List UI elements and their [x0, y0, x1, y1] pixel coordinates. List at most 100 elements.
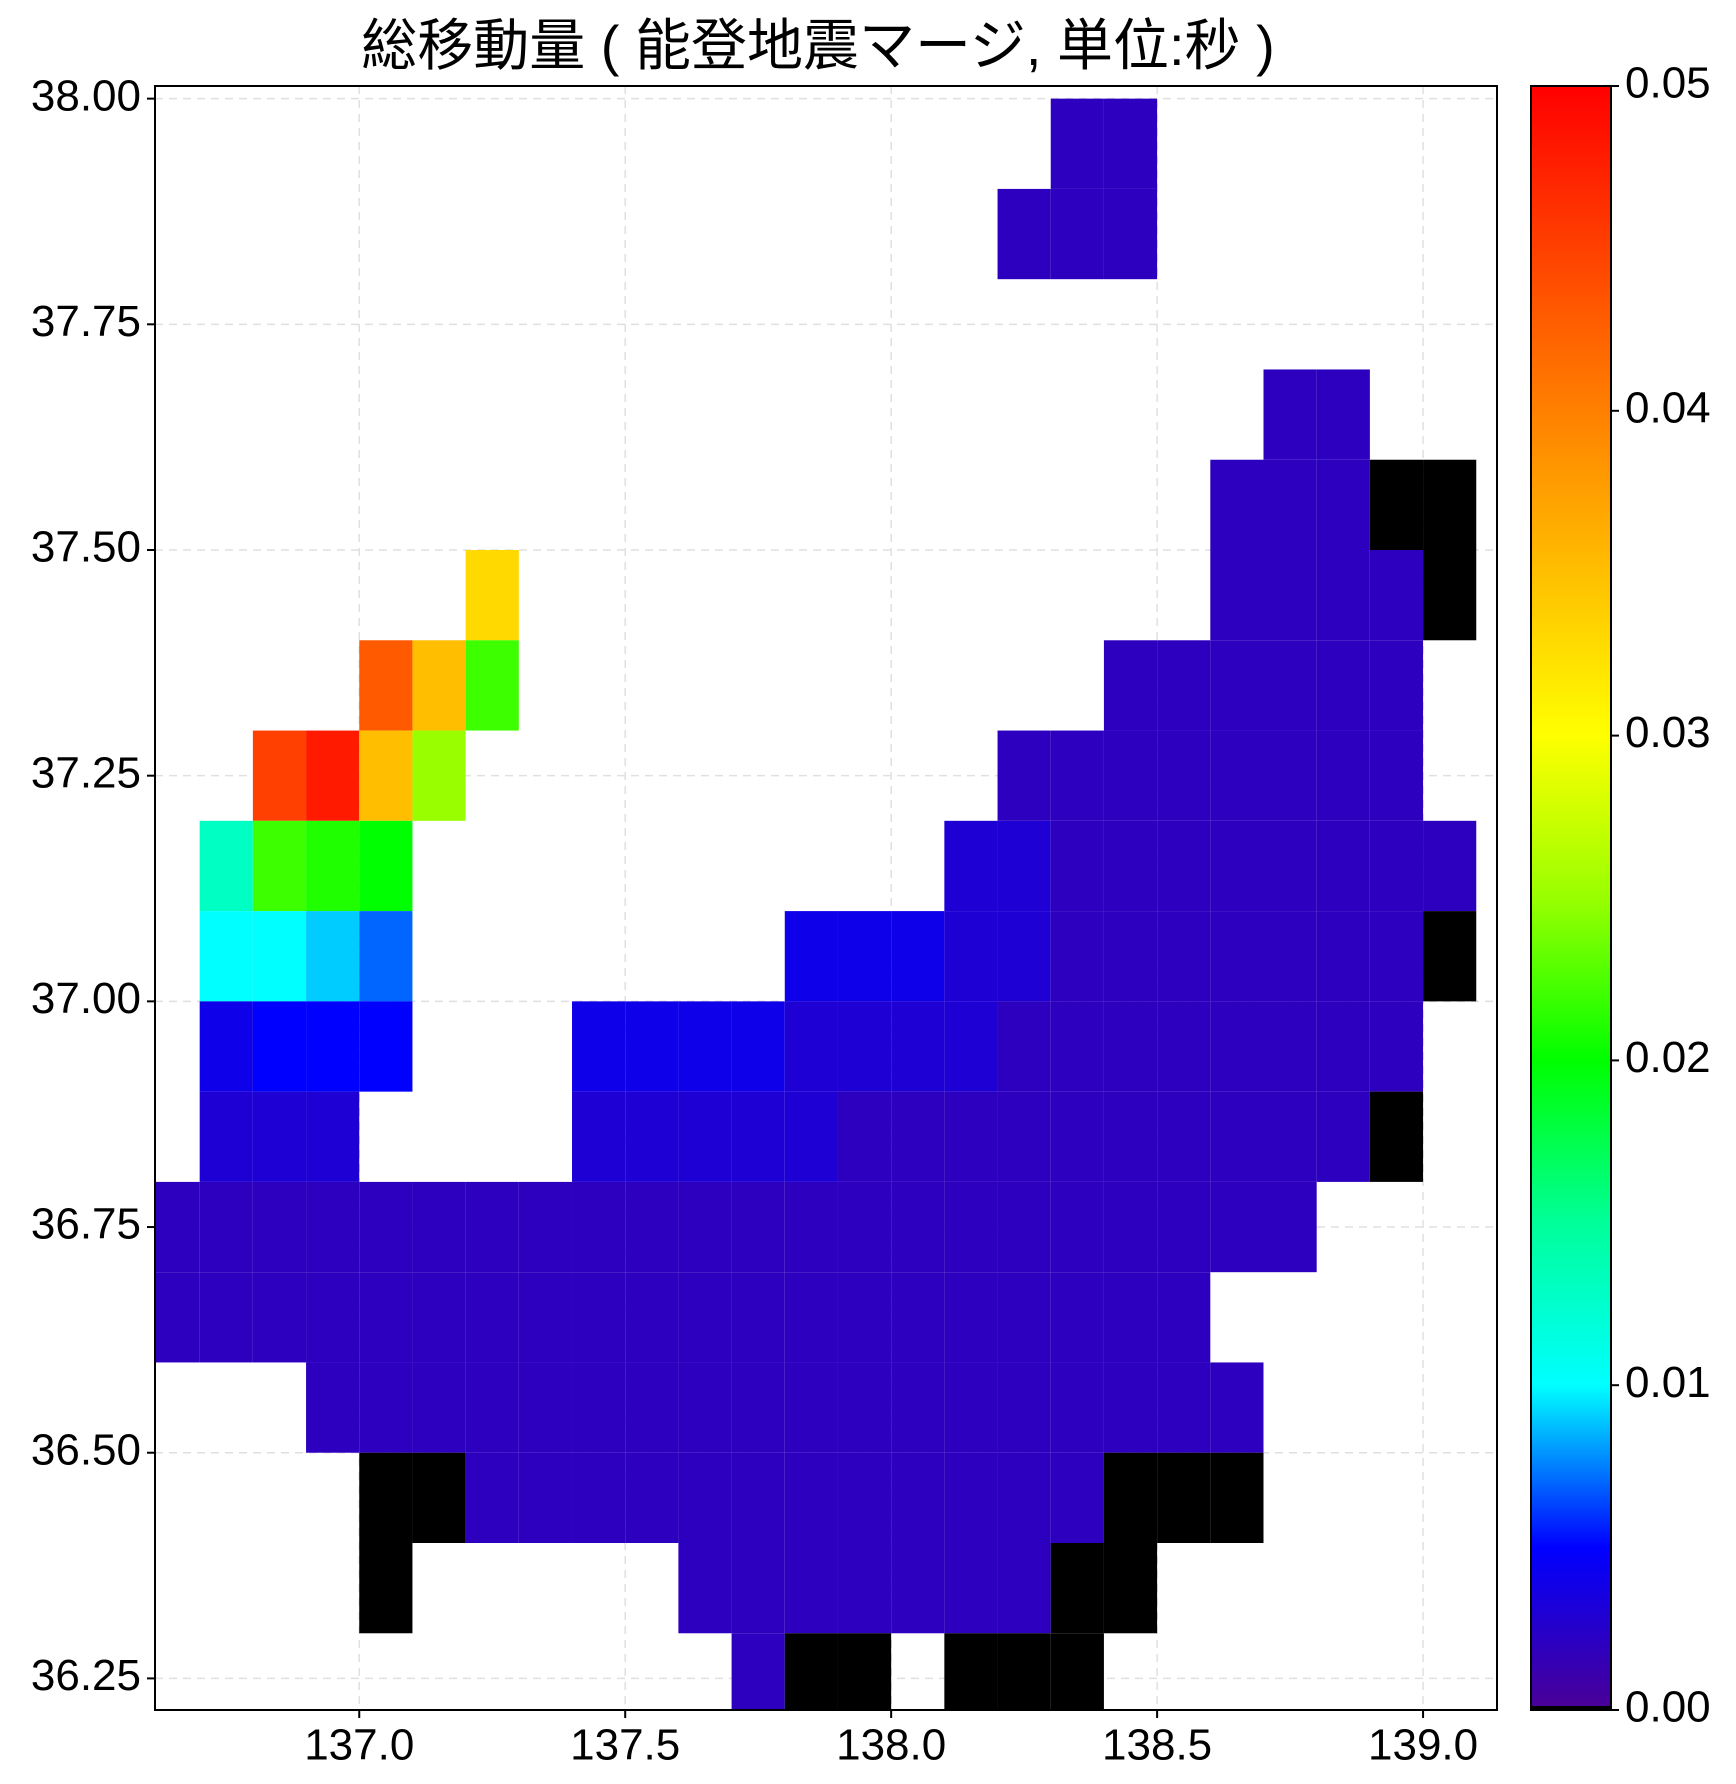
point	[784, 1362, 838, 1453]
y-tick-label: 36.50	[31, 1425, 141, 1474]
point	[1157, 1362, 1211, 1453]
point	[784, 1091, 838, 1182]
point	[199, 911, 253, 1002]
point	[1103, 188, 1158, 280]
point	[1369, 459, 1424, 550]
point	[1263, 1001, 1317, 1092]
point	[1263, 640, 1317, 731]
point	[1369, 730, 1424, 821]
point	[944, 820, 998, 912]
point	[572, 1001, 626, 1092]
point	[1157, 911, 1211, 1002]
point	[1157, 1452, 1211, 1543]
point	[625, 1452, 679, 1543]
point	[359, 1362, 413, 1453]
point	[252, 911, 307, 1002]
point	[1369, 550, 1424, 641]
point	[678, 1452, 732, 1543]
point	[1103, 820, 1158, 912]
point	[1263, 1091, 1317, 1182]
y-tick-label: 37.50	[31, 523, 141, 572]
point	[412, 1362, 466, 1453]
point	[199, 1181, 253, 1273]
point	[1157, 1091, 1211, 1182]
point	[412, 1272, 466, 1363]
point	[997, 188, 1051, 280]
point	[155, 1181, 200, 1273]
point	[1316, 911, 1370, 1002]
point	[1316, 459, 1370, 550]
point	[199, 1091, 253, 1182]
point	[412, 1452, 466, 1543]
point	[1157, 730, 1211, 821]
point	[1210, 1362, 1264, 1453]
point	[731, 1181, 785, 1273]
point	[1103, 911, 1158, 1002]
point	[1316, 1001, 1370, 1092]
point	[252, 1181, 307, 1273]
point	[306, 730, 360, 821]
point	[1369, 911, 1424, 1002]
point	[1423, 820, 1477, 912]
point	[997, 730, 1051, 821]
point	[252, 1272, 307, 1363]
x-tick-label: 137.5	[570, 1721, 680, 1770]
point	[997, 1633, 1051, 1710]
point	[944, 1181, 998, 1273]
point	[997, 1362, 1051, 1453]
point	[306, 1001, 360, 1092]
point	[678, 1272, 732, 1363]
point	[944, 1542, 998, 1634]
point	[252, 820, 307, 912]
y-tick-label: 37.00	[31, 974, 141, 1023]
point	[1369, 820, 1424, 912]
point	[784, 1181, 838, 1273]
point	[731, 1001, 785, 1092]
chart-title: 総移動量 ( 能登地震マージ, 単位:秒 )	[361, 14, 1275, 77]
point	[306, 911, 360, 1002]
point	[891, 1452, 945, 1543]
colorbar-tick-label: 0.01	[1625, 1358, 1711, 1407]
point	[1103, 1091, 1158, 1182]
y-tick-label: 37.75	[31, 297, 141, 346]
point	[891, 1091, 945, 1182]
point	[944, 1091, 998, 1182]
point	[1157, 820, 1211, 912]
point	[678, 1181, 732, 1273]
y-tick-label: 36.25	[31, 1651, 141, 1700]
point	[1050, 1633, 1104, 1710]
point	[625, 1181, 679, 1273]
point	[1103, 98, 1158, 189]
point	[1050, 911, 1104, 1002]
point	[572, 1452, 626, 1543]
point	[997, 1542, 1051, 1634]
point	[678, 1001, 732, 1092]
point	[465, 1362, 519, 1453]
y-tick-label: 38.00	[31, 71, 141, 120]
colorbar-tick-label: 0.03	[1625, 708, 1711, 757]
point	[1263, 369, 1317, 460]
point	[359, 1272, 413, 1363]
point	[1263, 911, 1317, 1002]
point	[252, 1091, 307, 1182]
point	[891, 1272, 945, 1363]
point	[1050, 1001, 1104, 1092]
point	[1316, 1091, 1370, 1182]
x-tick-label: 139.0	[1368, 1721, 1478, 1770]
point	[944, 1272, 998, 1363]
point	[997, 1181, 1051, 1273]
point	[1263, 1181, 1317, 1273]
x-tick-label: 137.0	[304, 1721, 414, 1770]
colorbar-tick-label: 0.02	[1625, 1033, 1711, 1082]
point	[359, 1542, 413, 1634]
point	[678, 1091, 732, 1182]
point	[731, 1362, 785, 1453]
plot-frame	[154, 85, 1498, 1711]
point	[891, 1542, 945, 1634]
y-tick-label: 36.75	[31, 1200, 141, 1249]
y-tick-label: 37.25	[31, 748, 141, 797]
point	[837, 1452, 892, 1543]
point	[1210, 730, 1264, 821]
point	[359, 1181, 413, 1273]
